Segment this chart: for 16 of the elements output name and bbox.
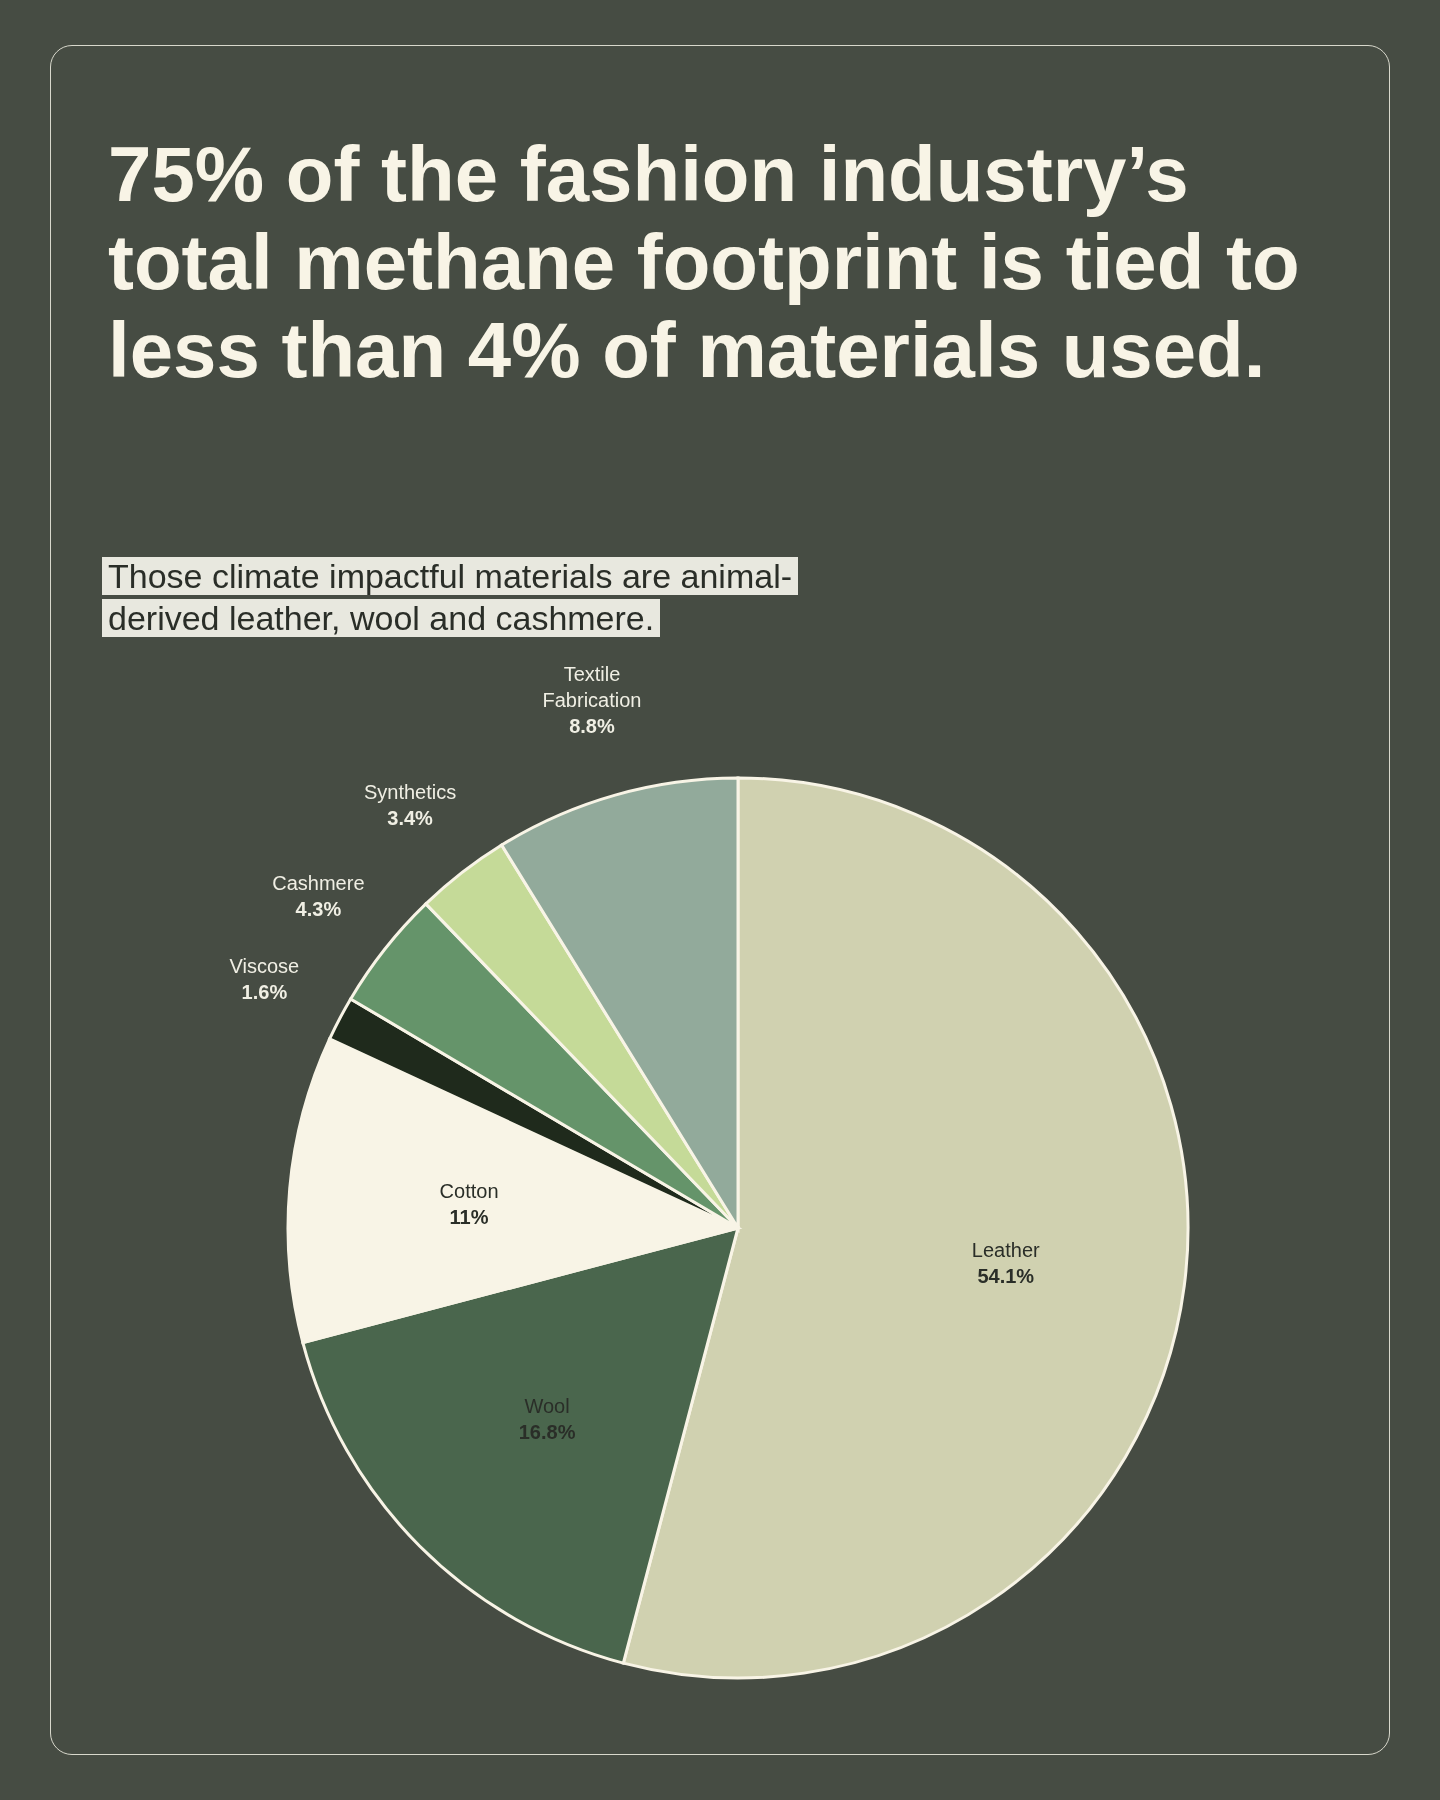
slice-label: Leather <box>971 1238 1041 1261</box>
chart-title: 75% of the fashion industry’s total methane footprint is tied to less than 4% of materials used. <box>108 130 1301 394</box>
chart-subtitle: Those climate impactful materials are animal-derived leather, wool and cashmere. <box>102 557 799 637</box>
slice-label: Textile Fabrication <box>542 663 642 712</box>
slice-label: Synthetics <box>363 781 457 804</box>
data-label: 54.1% <box>977 1264 1035 1287</box>
data-label: 3.4% <box>387 807 434 830</box>
slice-label: Cotton <box>439 1180 499 1203</box>
data-label: 11% <box>449 1206 489 1229</box>
data-label: 1.6% <box>241 981 288 1004</box>
slice-label: Cashmere <box>272 872 365 895</box>
data-label: 16.8% <box>518 1420 576 1443</box>
data-label: 4.3% <box>295 898 342 921</box>
slice-label: Viscose <box>229 955 300 978</box>
slice-label: Wool <box>524 1394 570 1417</box>
data-label: 8.8% <box>569 715 615 738</box>
